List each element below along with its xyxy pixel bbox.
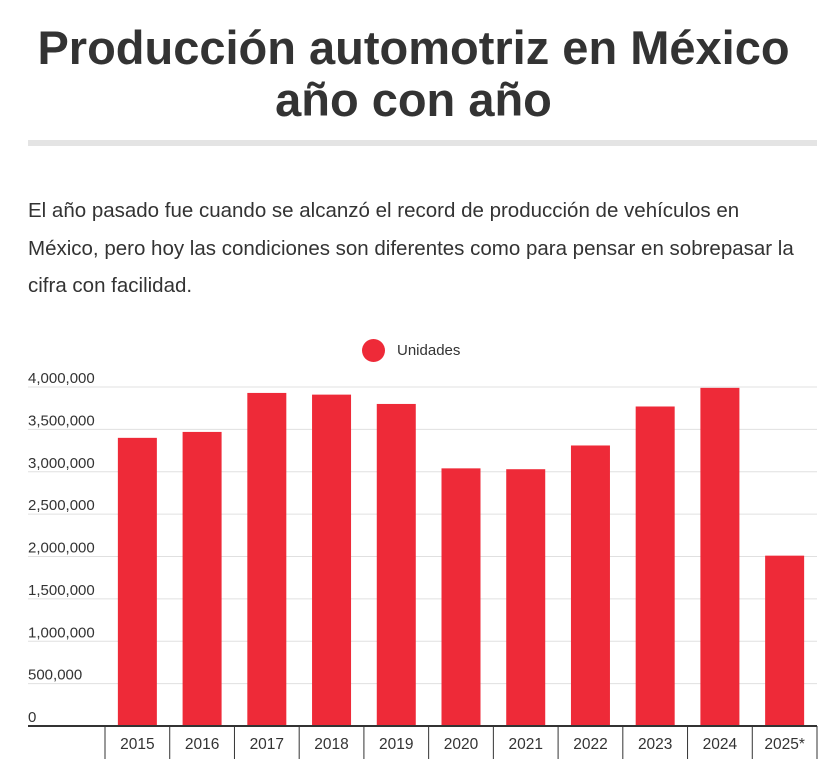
chart-description: El año pasado fue cuando se alcanzó el r… [28, 199, 794, 297]
y-tick-label: 1,000,000 [28, 624, 95, 641]
bar [700, 387, 740, 726]
x-tick-label: 2018 [314, 736, 348, 753]
x-tick-label: 2020 [444, 736, 479, 753]
y-tick-label: 4,000,000 [28, 370, 95, 387]
chart-title-line-1: Producción automotriz en México [37, 21, 790, 74]
y-tick-label: 2,000,000 [28, 540, 95, 557]
x-tick-label: 2021 [508, 736, 542, 753]
y-tick-label: 2,500,000 [28, 497, 95, 514]
bar [441, 468, 481, 726]
x-tick-label: 2016 [185, 736, 219, 753]
x-tick-label: 2015 [120, 736, 154, 753]
x-tick-label: 2017 [250, 736, 284, 753]
chart-title: Producción automotriz en México año con … [0, 22, 827, 126]
bar [182, 431, 222, 726]
x-tick-label: 2022 [573, 736, 607, 753]
bar [247, 392, 287, 726]
bar [117, 437, 157, 726]
bar [312, 394, 352, 726]
bar [570, 445, 610, 726]
chart-legend: Unidades [362, 338, 460, 362]
x-tick-label: 2024 [703, 736, 738, 753]
y-tick-label: 0 [28, 709, 36, 726]
bar [376, 403, 416, 726]
bar [765, 555, 805, 726]
bar [635, 406, 675, 726]
x-tick-label: 2023 [638, 736, 672, 753]
bar-chart: 0 500,000 1,000,000 1,500,000 2,000,000 2,500… [28, 370, 818, 759]
chart-title-line-2: año con año [275, 73, 552, 126]
y-tick-label: 3,000,000 [28, 455, 95, 472]
y-tick-label: 3,500,000 [28, 412, 95, 429]
bar [506, 469, 546, 726]
y-tick-label: 500,000 [28, 667, 82, 684]
x-tick-label: 2019 [379, 736, 413, 753]
y-tick-label: 1,500,000 [28, 582, 95, 599]
legend-swatch [362, 338, 385, 362]
legend-label: Unidades [397, 341, 461, 359]
x-tick-label: 2025* [764, 736, 805, 753]
title-divider [28, 140, 817, 146]
